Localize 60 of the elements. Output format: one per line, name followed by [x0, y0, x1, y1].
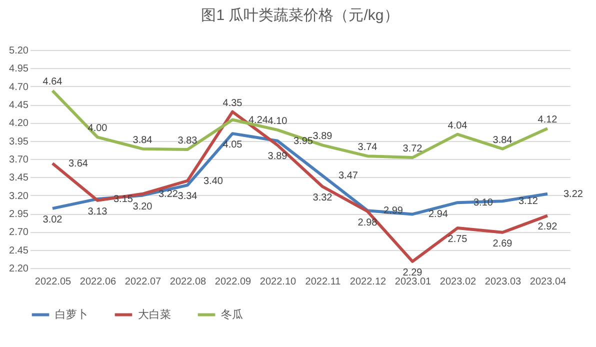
data-label: 4.35	[222, 98, 243, 109]
data-label: 2.98	[358, 217, 378, 228]
data-label: 3.72	[402, 144, 423, 155]
y-tick-label: 2.70	[9, 227, 29, 238]
data-label: 4.64	[42, 76, 63, 88]
data-label: 4.05	[222, 140, 243, 151]
x-tick-label: 2022.06	[80, 276, 117, 288]
data-label: 3.34	[178, 191, 198, 202]
data-label: 3.22	[564, 188, 584, 200]
y-tick-label: 5.20	[9, 46, 29, 56]
y-tick-label: 2.20	[9, 264, 29, 274]
data-label: 3.32	[312, 192, 333, 204]
chart-title: 图1 瓜叶类蔬菜价格（元/kg）	[201, 7, 399, 24]
x-tick-label: 2022.08	[170, 276, 207, 288]
x-tick-label: 2022.07	[124, 276, 162, 288]
data-label: 2.69	[492, 238, 513, 250]
x-tick-label: 2023.02	[440, 276, 477, 288]
data-label: 3.74	[358, 142, 378, 154]
data-label: 4.10	[268, 116, 288, 127]
x-tick-label: 2022.11	[305, 276, 342, 288]
y-tick-label: 4.70	[9, 82, 29, 93]
y-tick-label: 4.45	[9, 100, 29, 111]
data-label: 3.13	[88, 206, 108, 218]
data-label: 2.29	[402, 267, 423, 278]
y-tick-label: 2.45	[9, 245, 29, 256]
data-label: 3.84	[132, 134, 153, 146]
legend-label: 冬瓜	[221, 308, 243, 321]
y-tick-label: 2.95	[9, 209, 29, 220]
data-label: 3.47	[338, 170, 358, 182]
data-label: 3.02	[42, 214, 63, 226]
y-tick-label: 4.20	[9, 118, 29, 130]
data-label: 3.83	[178, 136, 198, 147]
data-label: 3.89	[268, 151, 288, 162]
data-label: 4.04	[448, 120, 468, 132]
legend-label: 白萝卜	[55, 308, 88, 321]
data-label: 2.92	[538, 222, 558, 233]
data-label: 2.75	[448, 234, 468, 246]
data-label: 3.22	[158, 188, 178, 200]
x-tick-label: 2022.12	[350, 276, 387, 288]
data-label: 3.40	[204, 176, 224, 187]
data-label: 3.12	[518, 196, 538, 208]
x-tick-label: 2023.03	[484, 276, 522, 288]
x-tick-label: 2022.10	[260, 276, 297, 288]
x-tick-label: 2023.01	[394, 276, 432, 288]
data-label: 3.20	[132, 201, 153, 212]
legend-label: 大白菜	[138, 308, 171, 321]
y-tick-label: 3.95	[9, 136, 29, 148]
x-tick-label: 2023.04	[530, 276, 567, 288]
data-label: 4.12	[538, 114, 558, 126]
data-label: 4.24	[248, 114, 268, 126]
x-tick-label: 2022.05	[34, 276, 72, 288]
data-label: 2.94	[428, 209, 448, 220]
data-label: 3.84	[492, 134, 513, 146]
y-tick-label: 3.20	[9, 190, 29, 202]
y-tick-label: 4.95	[9, 64, 29, 75]
data-label: 3.89	[312, 131, 333, 142]
y-tick-label: 3.70	[9, 154, 29, 166]
data-label: 3.64	[68, 158, 88, 170]
x-tick-label: 2022.09	[214, 276, 252, 288]
y-tick-label: 3.45	[9, 172, 29, 184]
